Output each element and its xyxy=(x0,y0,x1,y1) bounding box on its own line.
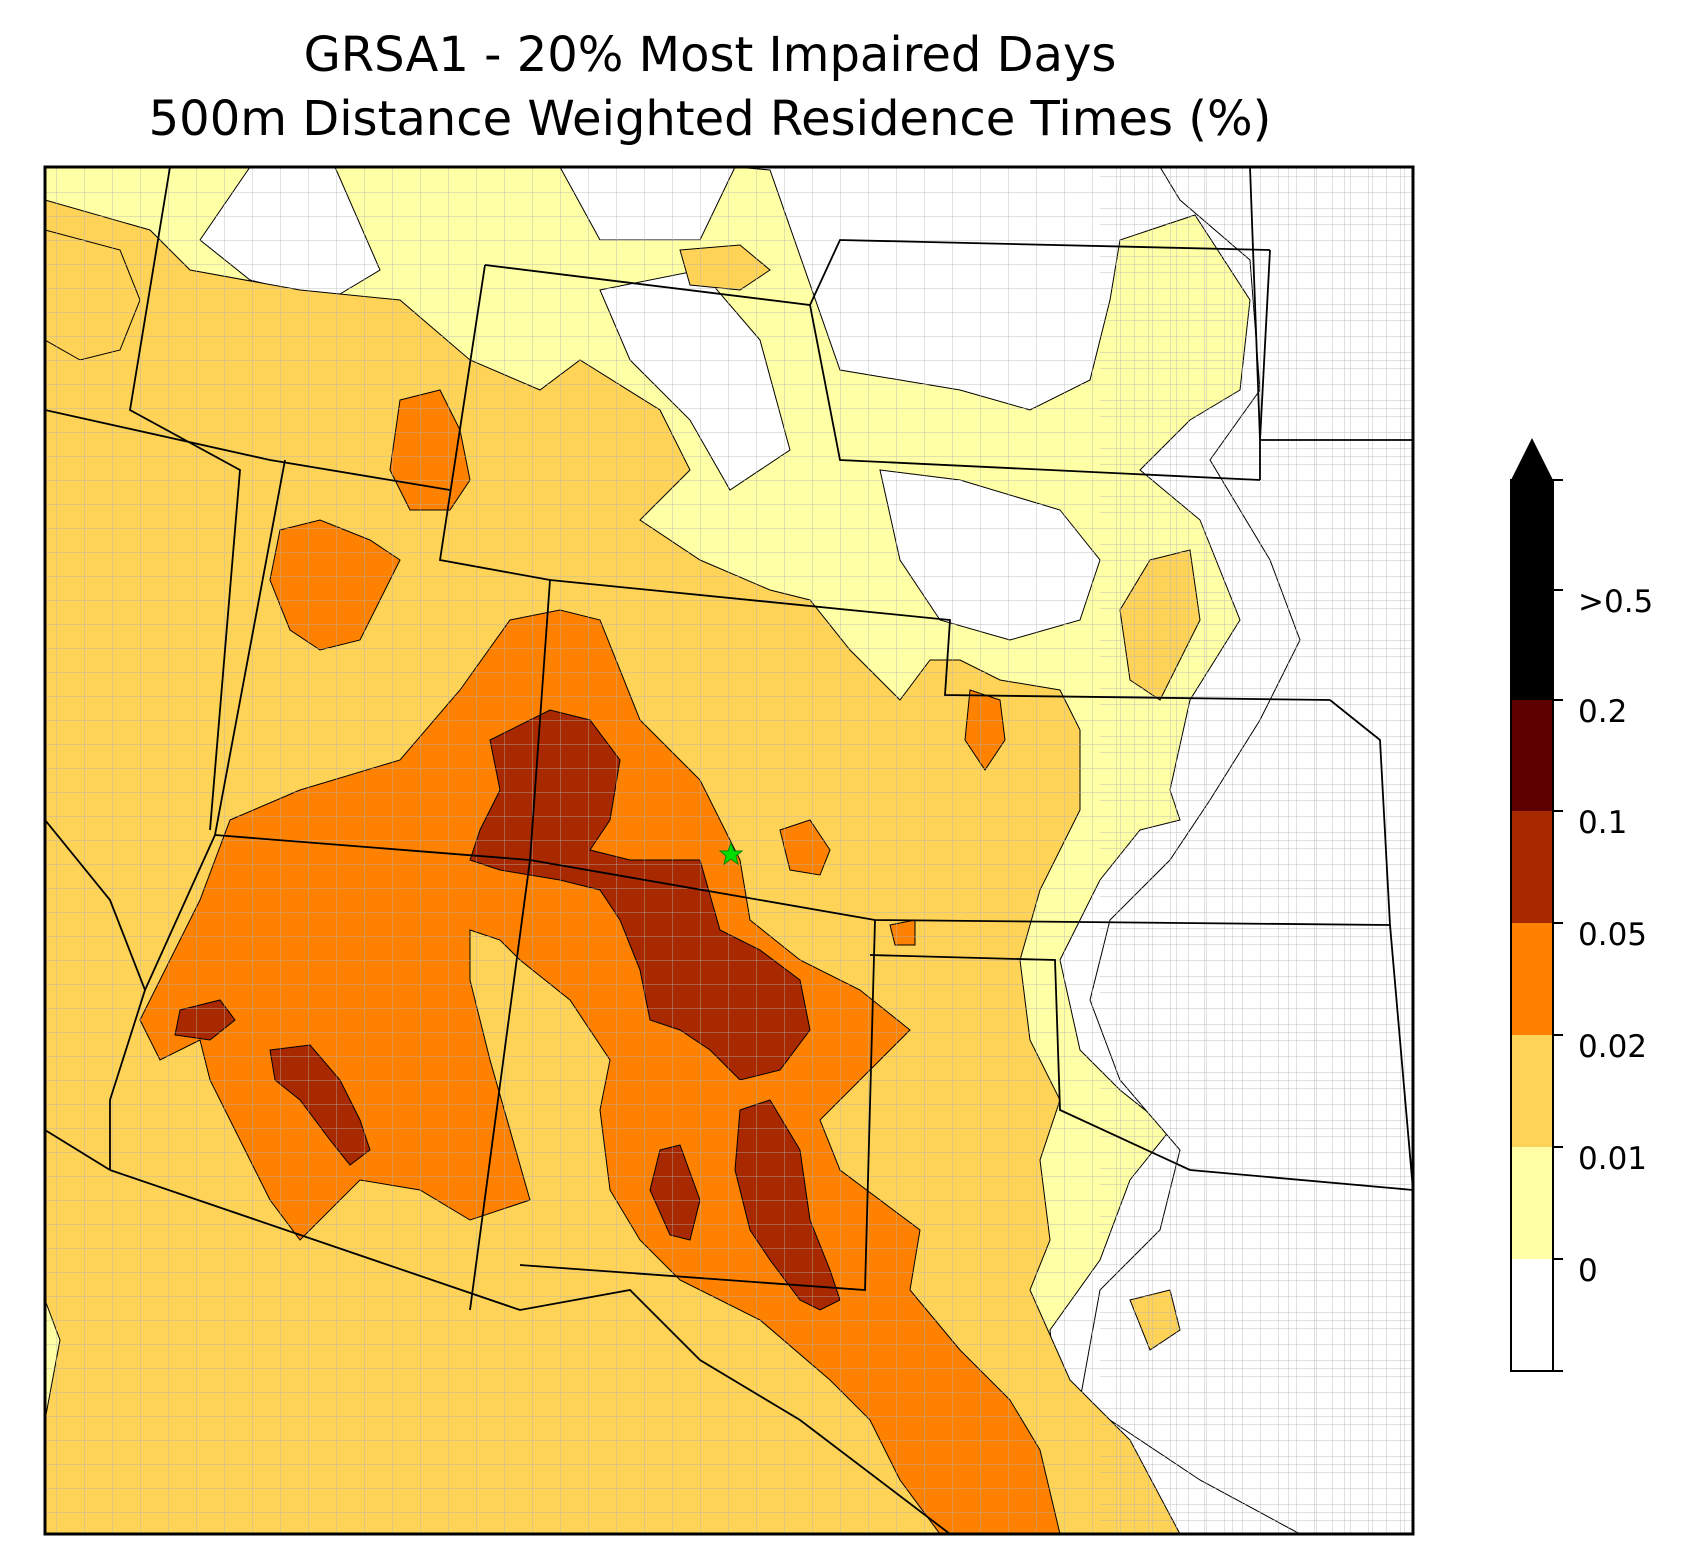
map-frame xyxy=(43,165,1415,1536)
colorbar-label-0: 0 xyxy=(1578,1253,1598,1289)
colorbar-frame xyxy=(1510,479,1554,1372)
colorbar-label-0.1: 0.1 xyxy=(1578,805,1628,841)
chart-title-line1: GRSA1 - 20% Most Impaired Days xyxy=(303,27,1117,83)
colorbar-swatch-0.1-0.2 xyxy=(1511,811,1553,923)
chart-title-line2: 500m Distance Weighted Residence Times (… xyxy=(148,91,1272,147)
colorbar-label-0.02: 0.02 xyxy=(1578,1029,1648,1065)
colorbar-label-0.2: 0.2 xyxy=(1578,694,1628,730)
colorbar-label-0.01: 0.01 xyxy=(1578,1141,1648,1177)
colorbar-extend-arrow xyxy=(1511,438,1553,480)
colorbar-swatch-0.2-0.5 xyxy=(1511,700,1553,811)
colorbar-label-0.05: 0.05 xyxy=(1578,917,1648,953)
colorbar-swatch-0-0.01 xyxy=(1511,1259,1553,1371)
colorbar-label-gt0.5: >0.5 xyxy=(1578,584,1654,620)
colorbar-swatch-gt0.5 xyxy=(1511,590,1553,700)
state-borders xyxy=(45,167,1413,1534)
colorbar-ticks xyxy=(1553,479,1563,1372)
county-borders xyxy=(45,167,1413,1534)
site-marker-star xyxy=(718,841,744,866)
colorbar-swatch-0.01-0.02 xyxy=(1511,1147,1553,1259)
colorbar-swatch-0.05-0.1 xyxy=(1511,923,1553,1035)
colorbar-swatch-0.02-0.05 xyxy=(1511,1035,1553,1147)
colorbar xyxy=(1510,438,1563,1372)
